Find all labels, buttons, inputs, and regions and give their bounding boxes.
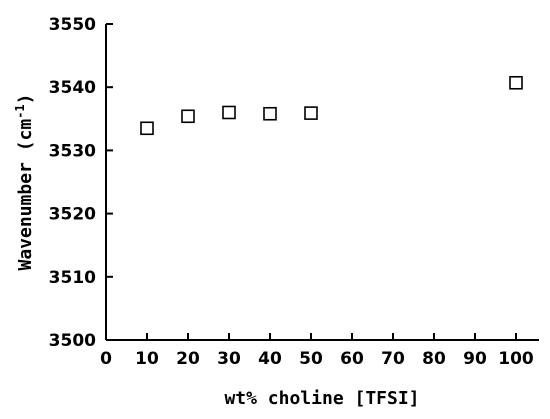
x-tick-label: 10 [135, 349, 159, 369]
y-axis-title: Wavenumber (cm-1) [13, 93, 36, 270]
y-tick-label: 3510 [49, 268, 96, 288]
y-axis-title-superscript: -1 [13, 104, 27, 118]
x-tick-label: 60 [340, 349, 364, 369]
data-point [509, 75, 523, 90]
y-tick-label: 3550 [49, 15, 96, 35]
y-tick-label: 3520 [49, 205, 96, 225]
x-tick-label: 50 [299, 349, 323, 369]
data-point [304, 106, 318, 120]
x-tick-labels: 0 10 20 30 40 50 60 70 80 90 100 [100, 349, 534, 369]
data-point [222, 105, 236, 120]
y-tick-labels: 3500 3510 3520 3530 3540 3550 [49, 15, 96, 351]
x-tick-label: 0 [100, 349, 112, 369]
y-tick-marks [106, 23, 113, 341]
y-tick-label: 3500 [49, 331, 96, 351]
x-tick-label: 70 [381, 349, 405, 369]
y-tick-label: 3530 [49, 141, 96, 161]
x-tick-label: 90 [463, 349, 487, 369]
x-tick-label: 40 [258, 349, 282, 369]
x-tick-label: 100 [498, 349, 534, 369]
data-markers [140, 75, 523, 136]
x-tick-label: 30 [217, 349, 241, 369]
data-point [181, 109, 195, 124]
x-tick-label: 20 [176, 349, 200, 369]
data-point [263, 106, 277, 121]
x-tick-marks [105, 333, 517, 340]
x-axis-title: wt% choline [TFSI] [224, 388, 419, 409]
x-tick-label: 80 [422, 349, 446, 369]
y-axis-title-main: Wavenumber (cm [15, 119, 36, 271]
y-tick-label: 3540 [49, 78, 96, 98]
y-axis-title-close: ) [15, 93, 36, 104]
data-point [140, 121, 154, 136]
